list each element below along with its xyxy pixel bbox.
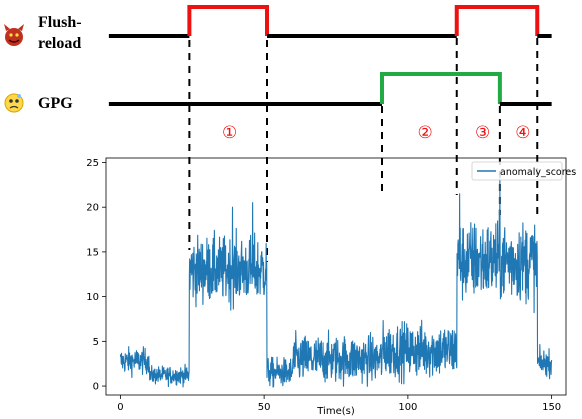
x-tick-label: 0 (117, 402, 123, 413)
phase-label: ② (418, 123, 433, 143)
x-tick-label: 50 (258, 402, 271, 413)
y-tick-label: 20 (86, 203, 99, 214)
phase-label: ③ (475, 123, 490, 143)
phase-labels: ① ② ③ ④ (222, 123, 531, 143)
x-tick-label: 150 (542, 402, 561, 413)
phase-label: ④ (515, 123, 530, 143)
gpg-label: GPG (38, 95, 73, 112)
timeline-active-period (454, 5, 540, 36)
phase-boundary-lines (188, 38, 539, 262)
devil-face-icon (4, 24, 24, 46)
phase-label: ① (222, 123, 237, 143)
worried-face-icon (4, 93, 24, 113)
y-tick-label: 15 (86, 247, 99, 258)
y-tick-label: 5 (93, 337, 99, 348)
x-tick-label: 100 (398, 402, 417, 413)
flush-reload-label-line1: Flush- (38, 14, 82, 31)
y-tick-label: 0 (93, 382, 99, 393)
flush-reload-timeline (108, 5, 552, 38)
timeline-active-period (187, 5, 269, 36)
x-axis-label: Time(s) (316, 406, 355, 417)
timeline-active-period (380, 72, 502, 104)
anomaly-scores-line (119, 175, 553, 388)
legend: anomaly_scores (471, 161, 576, 181)
flush-reload-row-label: Flush- reload (4, 14, 82, 52)
axes-frame (105, 157, 567, 396)
flush-reload-label-line2: reload (38, 35, 81, 52)
y-tick-label: 25 (86, 158, 99, 169)
legend-label: anomaly_scores (500, 167, 576, 178)
gpg-row-label: GPG (4, 93, 73, 113)
anomaly-scores-series (119, 175, 553, 388)
x-axis-ticks: 0 50 100 150 (117, 395, 561, 413)
y-axis-ticks: 0 5 10 15 20 25 (86, 158, 106, 393)
y-tick-label: 10 (86, 292, 99, 303)
gpg-timeline (108, 72, 552, 106)
legend-box (471, 161, 563, 181)
chart-axes (105, 157, 567, 396)
